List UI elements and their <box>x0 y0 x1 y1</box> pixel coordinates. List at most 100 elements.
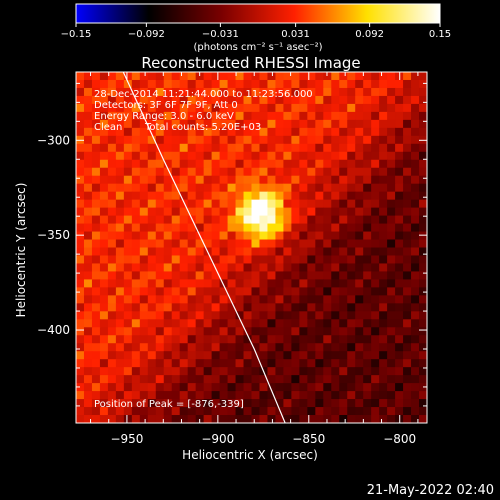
heatmap-pixel <box>115 167 125 177</box>
heatmap-pixel <box>331 119 340 129</box>
heatmap-pixel <box>211 247 221 257</box>
heatmap-pixel <box>379 407 388 416</box>
heatmap-pixel <box>187 335 197 344</box>
heatmap-pixel <box>155 103 165 113</box>
heatmap-pixel <box>227 391 237 400</box>
heatmap-pixel <box>323 231 332 241</box>
heatmap-pixel <box>419 183 427 193</box>
heatmap-pixel <box>187 167 197 177</box>
heatmap-pixel <box>267 359 277 368</box>
heatmap-pixel <box>259 311 269 320</box>
heatmap-pixel <box>251 391 261 400</box>
heatmap-pixel <box>355 367 364 376</box>
heatmap-pixel <box>131 143 141 153</box>
heatmap-pixel <box>251 327 261 336</box>
heatmap-pixel <box>299 391 308 400</box>
heatmap-pixel <box>211 367 221 376</box>
heatmap-pixel <box>76 367 85 376</box>
heatmap-pixel <box>163 319 173 328</box>
heatmap-pixel <box>219 239 229 249</box>
heatmap-pixel <box>267 247 277 257</box>
heatmap-pixel <box>107 143 117 153</box>
heatmap-pixel <box>355 111 364 121</box>
heatmap-pixel <box>419 191 427 201</box>
heatmap-pixel <box>203 79 213 89</box>
heatmap-pixel <box>411 231 420 241</box>
heatmap-pixel <box>91 343 101 352</box>
heatmap-pixel <box>251 335 261 344</box>
heatmap-pixel <box>123 343 133 352</box>
heatmap-pixel <box>211 87 221 97</box>
heatmap-pixel <box>83 111 93 121</box>
colorbar-tick-label: 0.031 <box>281 29 310 40</box>
heatmap-pixel <box>179 135 189 145</box>
heatmap-pixel <box>411 295 420 304</box>
heatmap-pixel <box>203 87 213 97</box>
heatmap-pixel <box>251 111 261 121</box>
heatmap-pixel <box>339 183 348 193</box>
heatmap-pixel <box>187 247 197 257</box>
heatmap-pixel <box>155 111 165 121</box>
heatmap-pixel <box>243 247 253 257</box>
heatmap-pixel <box>83 391 93 400</box>
heatmap-pixel <box>76 383 85 392</box>
heatmap-pixel <box>419 359 427 368</box>
heatmap-pixel <box>171 335 181 344</box>
heatmap-pixel <box>243 303 253 312</box>
heatmap-pixel <box>371 151 380 161</box>
heatmap-pixel <box>219 295 229 304</box>
heatmap-pixel <box>179 183 189 193</box>
heatmap-pixel <box>363 255 372 265</box>
heatmap-pixel <box>363 239 372 249</box>
heatmap-pixel <box>195 191 205 201</box>
heatmap-pixel <box>219 199 229 209</box>
heatmap-pixel <box>235 383 245 392</box>
heatmap-pixel <box>283 207 292 217</box>
heatmap-pixel <box>363 327 372 336</box>
heatmap-pixel <box>251 279 261 288</box>
heatmap-pixel <box>419 351 427 360</box>
heatmap-pixel <box>275 79 285 89</box>
heatmap-pixel <box>387 239 396 249</box>
heatmap-pixel <box>235 151 245 161</box>
heatmap-pixel <box>123 375 133 384</box>
heatmap-pixel <box>123 359 133 368</box>
heatmap-pixel <box>315 327 324 336</box>
heatmap-pixel <box>203 143 213 153</box>
heatmap-pixel <box>363 263 372 273</box>
heatmap-pixel <box>411 79 420 89</box>
heatmap-pixel <box>339 311 348 320</box>
heatmap-pixel <box>323 159 332 169</box>
heatmap-pixel <box>419 247 427 257</box>
heatmap-pixel <box>107 199 117 209</box>
heatmap-pixel <box>211 295 221 304</box>
heatmap-pixel <box>235 367 245 376</box>
heatmap-pixel <box>419 119 427 129</box>
heatmap-pixel <box>323 375 332 384</box>
heatmap-pixel <box>227 183 237 193</box>
heatmap-pixel <box>259 223 269 233</box>
heatmap-pixel <box>339 247 348 257</box>
heatmap-pixel <box>251 167 261 177</box>
heatmap-pixel <box>355 79 364 89</box>
heatmap-pixel <box>139 335 149 344</box>
heatmap-pixel <box>259 399 269 408</box>
heatmap-pixel <box>91 303 101 312</box>
heatmap-pixel <box>131 247 141 257</box>
heatmap-pixel <box>395 391 404 400</box>
heatmap-pixel <box>283 199 292 209</box>
heatmap-pixel <box>283 247 292 257</box>
heatmap-pixel <box>227 271 237 281</box>
heatmap-pixel <box>171 391 181 400</box>
heatmap-pixel <box>227 175 237 185</box>
heatmap-pixel <box>155 407 165 416</box>
heatmap-pixel <box>227 103 237 113</box>
heatmap-pixel <box>155 191 165 201</box>
heatmap-pixel <box>171 223 181 233</box>
heatmap-pixel <box>379 263 388 273</box>
heatmap-pixel <box>403 367 412 376</box>
heatmap-pixel <box>275 87 285 97</box>
heatmap-pixel <box>403 167 412 177</box>
heatmap-pixel <box>395 295 404 304</box>
heatmap-pixel <box>203 359 213 368</box>
